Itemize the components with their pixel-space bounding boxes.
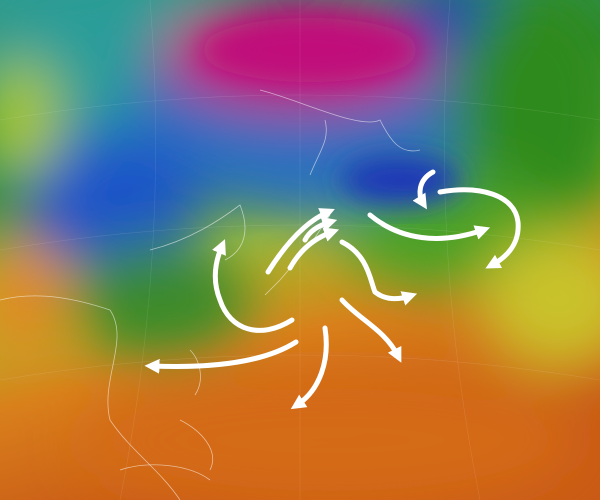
flow-arrow-icon bbox=[265, 208, 335, 275]
flow-arrow-icon bbox=[339, 239, 418, 306]
flow-arrow-icon bbox=[290, 325, 329, 410]
flow-arrow-icon bbox=[212, 239, 295, 333]
cold-core bbox=[200, 18, 460, 205]
flow-arrow-icon bbox=[302, 216, 338, 243]
flow-arrow-icon bbox=[412, 169, 436, 210]
flow-arrow-icon bbox=[144, 339, 299, 374]
flow-arrows bbox=[144, 169, 521, 410]
flow-arrow-icon bbox=[367, 212, 491, 241]
coastlines bbox=[0, 89, 421, 500]
flow-arrow-icon bbox=[287, 227, 340, 271]
flow-arrow-icon bbox=[339, 297, 402, 363]
flow-arrow-icon bbox=[437, 187, 521, 269]
